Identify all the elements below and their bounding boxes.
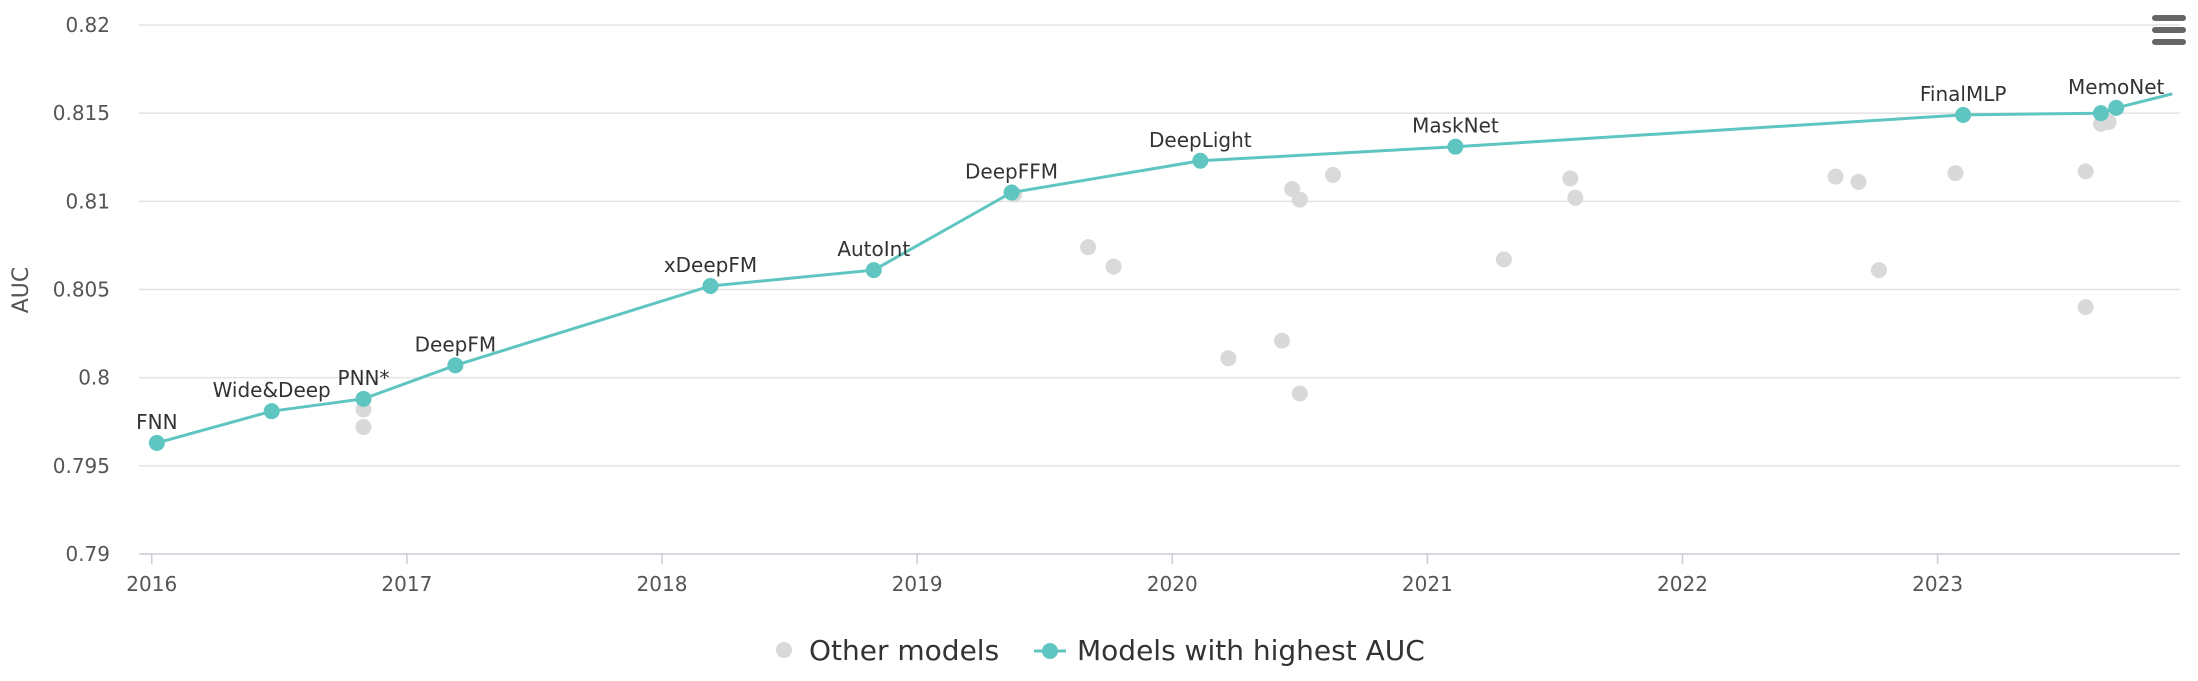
- x-tick-label: 2018: [637, 572, 688, 596]
- grid-lines: [139, 24, 2180, 467]
- y-tick-label: 0.81: [65, 189, 110, 213]
- point-label-finalmlp: FinalMLP: [1920, 82, 2007, 106]
- other-model-point[interactable]: [1105, 258, 1122, 275]
- other-model-point[interactable]: [2077, 163, 2094, 180]
- point-label-deepffm: DeepFFM: [965, 160, 1058, 184]
- other-model-point[interactable]: [355, 419, 372, 436]
- best-models-series[interactable]: [148, 92, 2173, 451]
- x-tick-label: 2020: [1147, 572, 1198, 596]
- legend-label-other-models: Other models: [809, 634, 999, 667]
- y-tick-label: 0.79: [65, 542, 110, 566]
- legend-marker-other-models: [776, 642, 792, 658]
- other-model-point[interactable]: [1827, 168, 1844, 185]
- other-model-point[interactable]: [1324, 166, 1341, 183]
- y-tick-label: 0.805: [53, 278, 110, 302]
- best-model-point[interactable]: [1955, 106, 1972, 123]
- best-model-point[interactable]: [263, 403, 280, 420]
- legend-label-best-models: Models with highest AUC: [1077, 634, 1425, 667]
- other-model-point[interactable]: [1870, 262, 1887, 279]
- best-model-point[interactable]: [1192, 152, 1209, 169]
- y-tick-label: 0.815: [53, 101, 110, 125]
- point-label-fnn: FNN: [136, 410, 177, 434]
- point-label-masknet: MaskNet: [1412, 114, 1499, 138]
- x-tick-label: 2016: [126, 572, 177, 596]
- best-model-point[interactable]: [865, 262, 882, 279]
- best-model-point[interactable]: [2108, 99, 2125, 116]
- other-model-point[interactable]: [1291, 191, 1308, 208]
- x-tick-label: 2022: [1657, 572, 1708, 596]
- point-label-memonet: MemoNet: [2068, 75, 2165, 99]
- x-tick-label: 2017: [381, 572, 432, 596]
- other-model-point[interactable]: [1562, 170, 1579, 187]
- other-model-point[interactable]: [1495, 251, 1512, 268]
- other-model-point[interactable]: [1850, 173, 1867, 190]
- x-tick-label: 2023: [1912, 572, 1963, 596]
- point-label-deepfm: DeepFM: [415, 332, 496, 356]
- best-model-point[interactable]: [355, 390, 372, 407]
- other-model-point[interactable]: [1080, 239, 1097, 256]
- other-model-point[interactable]: [1947, 165, 1964, 182]
- best-model-point[interactable]: [447, 357, 464, 374]
- x-tick-label: 2021: [1402, 572, 1453, 596]
- legend: Other models Models with highest AUC: [776, 634, 1425, 667]
- y-axis-title: AUC: [9, 267, 34, 314]
- x-tick-label: 2019: [892, 572, 943, 596]
- other-model-point[interactable]: [1567, 189, 1584, 206]
- other-model-point[interactable]: [1220, 350, 1237, 367]
- y-tick-label: 0.8: [78, 366, 110, 390]
- legend-item-other-models[interactable]: Other models: [776, 634, 999, 667]
- other-model-point[interactable]: [1273, 332, 1290, 349]
- best-model-point[interactable]: [1447, 138, 1464, 155]
- point-label-deeplight: DeepLight: [1149, 128, 1252, 152]
- best-model-point[interactable]: [702, 277, 719, 294]
- y-tick-label: 0.82: [65, 13, 110, 37]
- other-models-series[interactable]: [355, 113, 2117, 436]
- best-model-point[interactable]: [148, 434, 165, 451]
- legend-marker-best-models: [1042, 643, 1058, 659]
- point-label-pnn-: PNN*: [338, 366, 390, 390]
- y-tick-label: 0.795: [53, 454, 110, 478]
- point-labels: FNN Wide&Deep PNN* DeepFM xDeepFM AutoInt Deep…: [136, 75, 2164, 434]
- other-model-point[interactable]: [2077, 299, 2094, 316]
- other-model-point[interactable]: [1291, 385, 1308, 402]
- point-label-xdeepfm: xDeepFM: [664, 253, 757, 277]
- point-label-autoint: AutoInt: [837, 237, 910, 261]
- hamburger-menu-icon[interactable]: [2152, 15, 2186, 45]
- axes: 0.79 0.795 0.8 0.805 0.81 0.815 0.82 2016 2017 20…: [53, 13, 2180, 596]
- best-model-point[interactable]: [1003, 184, 1020, 201]
- legend-item-best-models[interactable]: Models with highest AUC: [1034, 634, 1425, 667]
- best-model-point[interactable]: [2092, 105, 2109, 122]
- point-label-wide-deep: Wide&Deep: [213, 378, 331, 402]
